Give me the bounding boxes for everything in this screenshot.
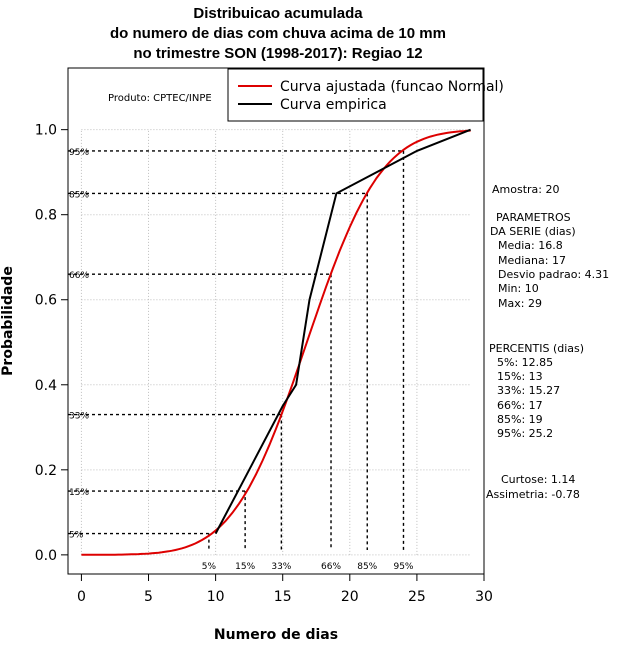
param-mean: Media: 16.8 [498,239,563,252]
series-line-normal [81,129,471,556]
chart-title-line-1: Distribuicao acumulada [193,5,363,22]
x-tick-label: 20 [341,589,359,605]
param-median: Mediana: 17 [498,254,566,267]
percentile-33: 33%: 15.27 [497,384,561,397]
percentile-y-label: 95% [69,148,89,158]
legend-box [227,68,484,122]
y-tick-label: 0.2 [35,463,57,479]
plot-frame [67,67,485,575]
chart-title-line-3: no trimestre SON (1998-2017): Regiao 12 [133,45,423,62]
x-axis-label: Numero de dias [214,627,338,643]
percentile-x-label: 15% [235,562,255,572]
param-min: Min: 10 [498,282,539,295]
legend: Curva ajustada (funcao Normal) Curva emp… [227,68,504,122]
series [81,128,471,556]
percentile-x-label: 33% [271,562,291,572]
y-tick-label: 1.0 [35,123,57,139]
sample-size: Amostra: 20 [492,183,560,196]
product-label: Produto: CPTEC/INPE [108,93,212,104]
grid [80,129,485,556]
x-tick-label: 25 [408,589,426,605]
percentile-y-label: 66% [69,271,89,281]
x-tick-label: 30 [475,589,493,605]
percentile-95: 95%: 25.2 [497,427,554,440]
percentile-y-label: 33% [69,412,89,422]
x-tick-label: 10 [207,589,225,605]
param-stddev: Desvio padrao: 4.31 [498,268,610,281]
param-max: Max: 29 [498,297,542,310]
percentile-y-label: 5% [69,531,84,541]
series-line-empirical [214,128,471,535]
x-tick-label: 0 [77,589,86,605]
chart-title-line-2: do numero de dias com chuva acima de 10 … [110,25,446,42]
percentile-15: 15%: 13 [497,370,543,383]
y-tick-label: 0.8 [35,208,57,224]
percentile-y-label: 15% [69,488,89,498]
parameters-subtitle: DA SERIE (dias) [490,225,576,238]
percentile-85: 85%: 19 [497,413,543,426]
percentile-66: 66%: 17 [497,399,543,412]
percentile-markers: 5% 5% 15% 15% 33% 33% 66% 66% 85% 85% 95% 95% [68,148,414,572]
y-tick-label: 0.4 [35,378,57,394]
y-tick-label: 0.6 [35,293,57,309]
percentiles-title: PERCENTIS (dias) [489,342,585,355]
percentile-5: 5%: 12.85 [497,356,554,369]
legend-label-empirical: Curva empirica [280,97,387,113]
legend-label-normal: Curva ajustada (funcao Normal) [280,79,504,95]
y-tick-label: 0.0 [35,548,57,564]
axes: 0 5 10 15 20 25 30 0.0 0.2 0.4 0.6 0.8 1.0 [35,123,493,605]
skewness: Assimetria: -0.78 [486,488,580,501]
y-axis-label: Probabilidade [0,266,16,376]
percentile-x-label: 95% [393,562,413,572]
percentile-x-label: 5% [202,562,217,572]
parameters-title: PARAMETROS [496,211,571,224]
x-tick-label: 5 [144,589,153,605]
percentile-x-label: 66% [321,562,341,572]
percentile-x-label: 85% [357,562,377,572]
x-tick-label: 15 [274,589,292,605]
percentile-y-label: 85% [69,190,89,200]
kurtosis: Curtose: 1.14 [501,473,576,486]
